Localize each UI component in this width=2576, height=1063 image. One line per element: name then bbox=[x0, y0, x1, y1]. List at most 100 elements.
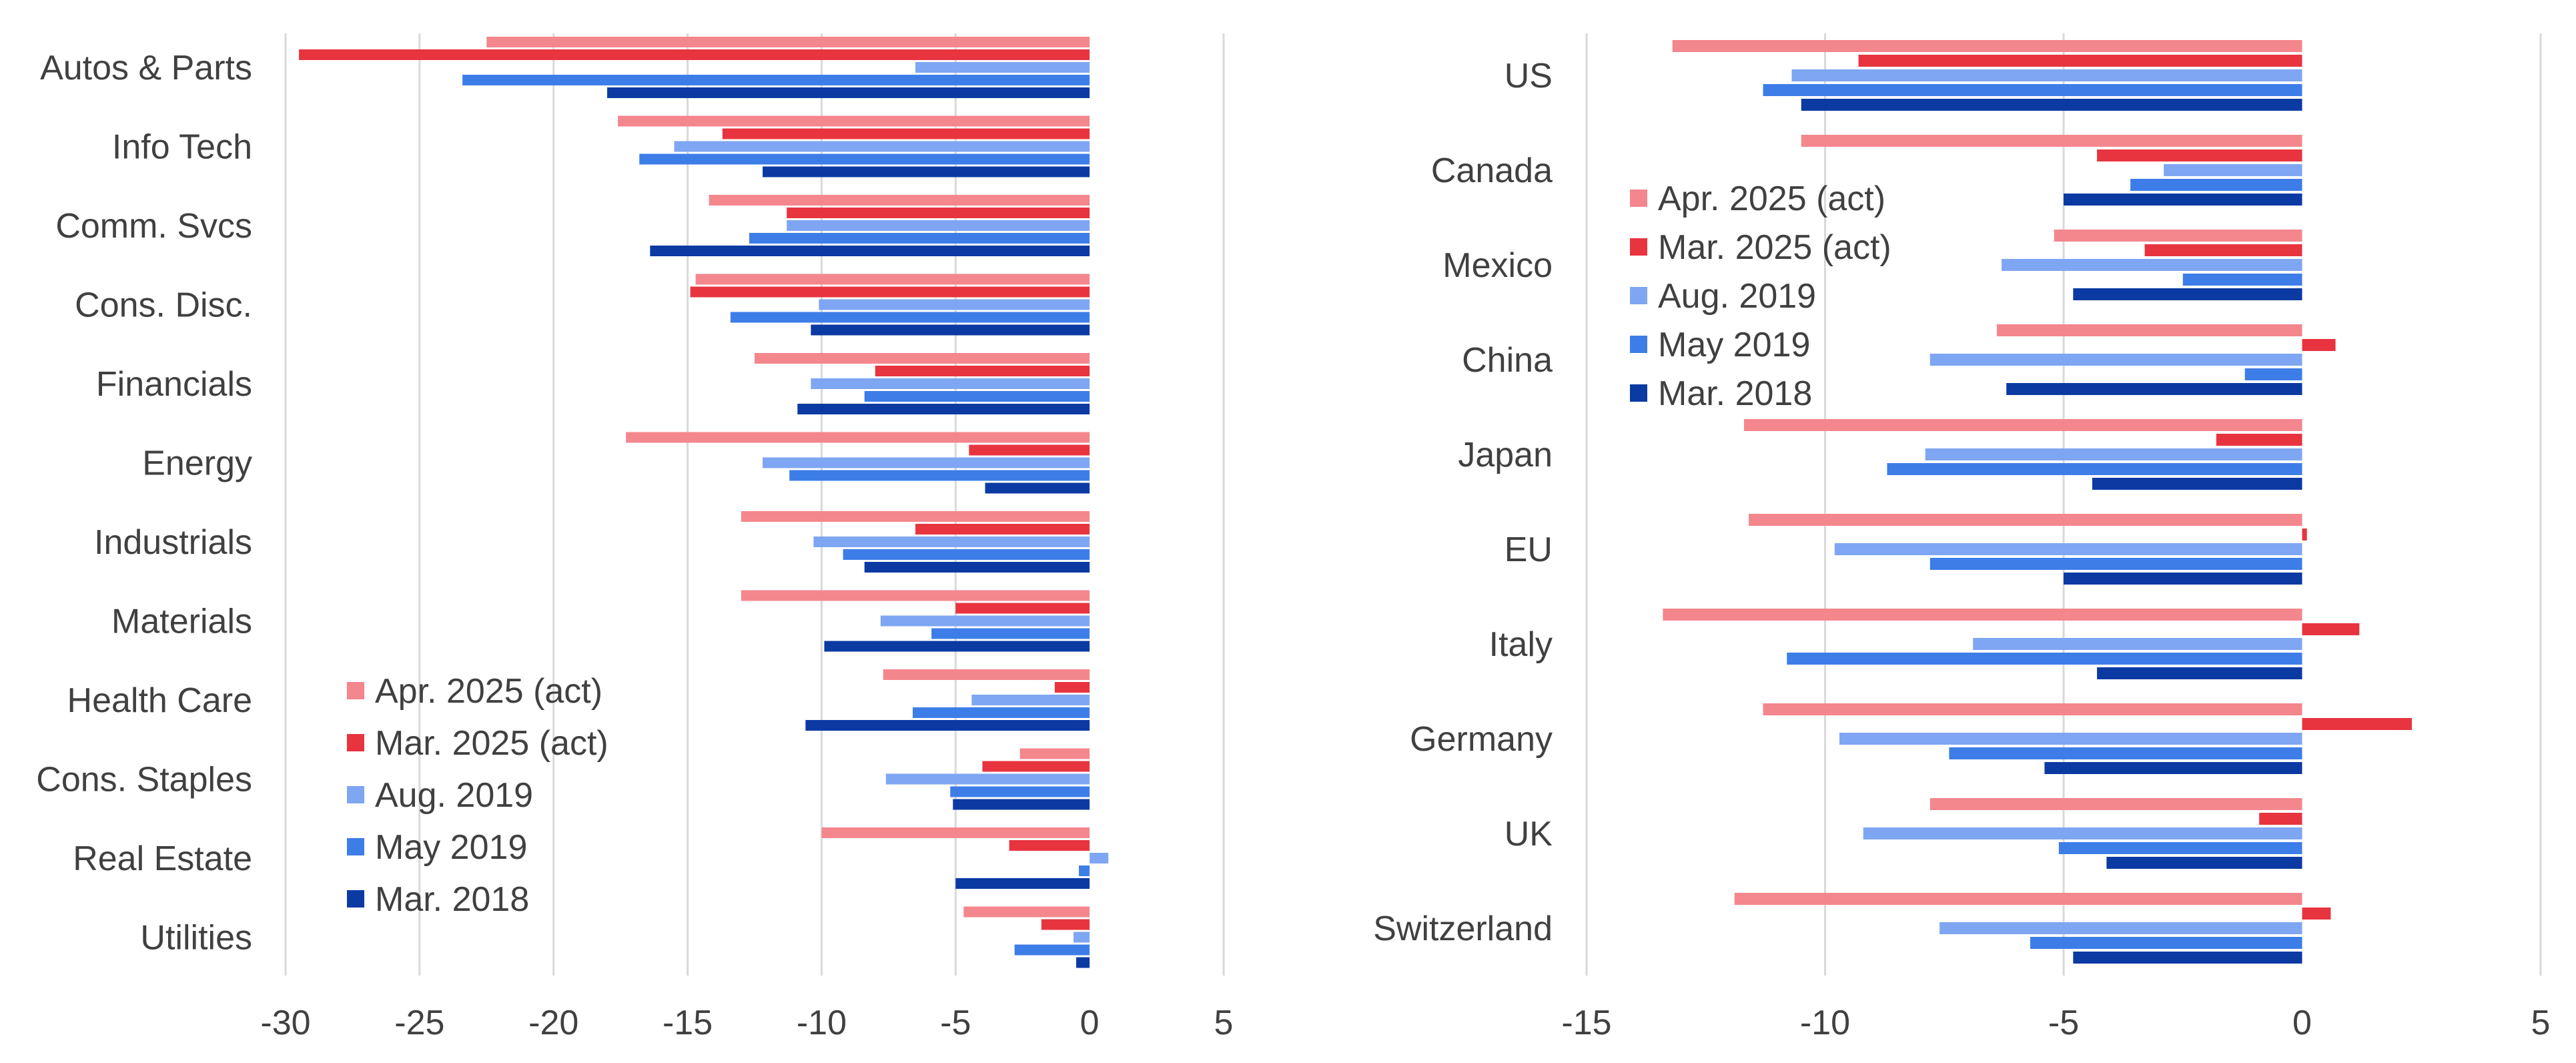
bar bbox=[2106, 857, 2302, 869]
category-label: Energy bbox=[142, 444, 252, 483]
bar bbox=[2054, 230, 2302, 242]
bar bbox=[741, 590, 1090, 601]
legend-label: Aug. 2019 bbox=[375, 776, 533, 815]
country-bar-chart: -15 -10 -5 0 5 US Canada Mexico China Japan EU Ital… bbox=[1373, 33, 2550, 1042]
bar bbox=[883, 669, 1090, 680]
bar bbox=[1949, 747, 2302, 759]
category-label: UK bbox=[1505, 815, 1553, 853]
bar bbox=[763, 457, 1090, 468]
category-label: Comm. Svcs bbox=[55, 207, 252, 246]
bar bbox=[1863, 827, 2302, 839]
bar bbox=[2097, 667, 2302, 679]
bar bbox=[1014, 944, 1090, 956]
x-tick-label: -25 bbox=[394, 1004, 444, 1042]
bar bbox=[1763, 703, 2302, 715]
x-tick-label: -30 bbox=[260, 1004, 310, 1042]
bar bbox=[915, 62, 1090, 73]
bar bbox=[1801, 99, 2302, 111]
bar bbox=[1076, 957, 1090, 968]
legend-swatch bbox=[1630, 384, 1647, 402]
bar bbox=[824, 641, 1090, 652]
bar bbox=[741, 511, 1090, 522]
x-tick-label: -20 bbox=[528, 1004, 578, 1042]
x-tick-label: -5 bbox=[940, 1004, 971, 1042]
bar bbox=[1672, 40, 2302, 52]
legend-swatch bbox=[347, 786, 364, 803]
bar bbox=[1734, 893, 2302, 905]
bar bbox=[985, 482, 1090, 494]
bar bbox=[2092, 478, 2302, 490]
bar bbox=[813, 537, 1090, 547]
bar bbox=[1749, 514, 2302, 526]
x-tick-label: 0 bbox=[1080, 1004, 1100, 1042]
legend-swatch bbox=[1630, 336, 1647, 353]
bar bbox=[1743, 419, 2302, 431]
x-tick-label: 5 bbox=[1214, 1004, 1234, 1042]
bar bbox=[2302, 718, 2412, 730]
bar bbox=[1929, 558, 2302, 570]
x-tick-label: -10 bbox=[1800, 1004, 1850, 1042]
legend: Apr. 2025 (act) Mar. 2025 (act) Aug. 2019 M… bbox=[347, 672, 608, 919]
bar bbox=[1834, 543, 2302, 555]
category-label: Cons. Staples bbox=[36, 761, 252, 799]
bar bbox=[963, 906, 1090, 918]
bar bbox=[2144, 244, 2302, 256]
bar bbox=[2058, 842, 2302, 854]
bar bbox=[2302, 339, 2336, 351]
bar bbox=[1839, 733, 2302, 745]
bar bbox=[1858, 55, 2302, 67]
bar bbox=[2302, 908, 2331, 920]
bar bbox=[1791, 69, 2302, 81]
bar bbox=[2073, 288, 2302, 300]
bar bbox=[875, 366, 1090, 376]
bar bbox=[1079, 865, 1090, 876]
bar bbox=[843, 549, 1090, 560]
legend-swatch bbox=[347, 734, 364, 751]
legend-label: Mar. 2025 (act) bbox=[375, 724, 608, 763]
bar bbox=[787, 220, 1090, 231]
legend-label: Mar. 2018 bbox=[1658, 374, 1812, 413]
bar bbox=[639, 153, 1090, 165]
bar bbox=[1054, 682, 1090, 693]
category-label: China bbox=[1462, 341, 1553, 380]
bar bbox=[2244, 368, 2302, 380]
legend-swatch bbox=[1630, 238, 1647, 256]
bar bbox=[913, 707, 1090, 718]
bar bbox=[811, 324, 1090, 336]
bar bbox=[971, 695, 1090, 705]
legend-label: Apr. 2025 (act) bbox=[375, 672, 602, 711]
bar bbox=[299, 49, 1090, 60]
category-label: Health Care bbox=[67, 681, 252, 720]
bar bbox=[1887, 463, 2302, 475]
bar bbox=[1929, 798, 2302, 810]
x-tick-label: -5 bbox=[2048, 1004, 2079, 1042]
category-label: EU bbox=[1505, 530, 1553, 569]
bar bbox=[797, 404, 1090, 414]
bar bbox=[690, 286, 1090, 298]
bar bbox=[885, 773, 1090, 785]
category-label: Cons. Disc. bbox=[75, 286, 252, 325]
legend-swatch bbox=[1630, 287, 1647, 304]
bar bbox=[1019, 748, 1090, 759]
bar bbox=[695, 274, 1090, 285]
bar bbox=[811, 378, 1090, 389]
bar bbox=[915, 524, 1090, 535]
bar bbox=[722, 128, 1090, 139]
category-label: US bbox=[1505, 57, 1553, 95]
bar bbox=[787, 208, 1090, 218]
legend-swatch bbox=[1630, 190, 1647, 207]
bar bbox=[1940, 922, 2302, 934]
x-tick-label: -10 bbox=[797, 1004, 847, 1042]
bar bbox=[486, 37, 1090, 47]
x-tick-label: -15 bbox=[1561, 1004, 1611, 1042]
bar bbox=[2259, 813, 2302, 825]
bar bbox=[1929, 354, 2302, 366]
legend-label: May 2019 bbox=[375, 828, 527, 867]
bar bbox=[1041, 919, 1090, 930]
bar bbox=[821, 827, 1090, 838]
sector-bar-chart: -30 -25 -20 -15 -10 -5 0 5 Autos & Parts Info Tec… bbox=[36, 33, 1233, 1042]
bar bbox=[2164, 164, 2302, 176]
bar bbox=[650, 246, 1090, 256]
legend-label: Apr. 2025 (act) bbox=[1658, 180, 1885, 218]
